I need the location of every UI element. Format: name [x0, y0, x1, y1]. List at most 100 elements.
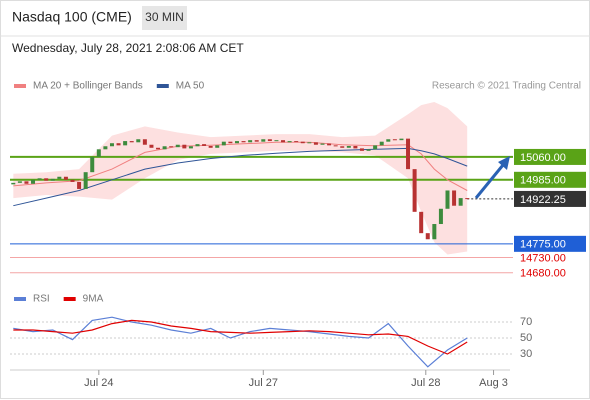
candle — [412, 169, 417, 212]
candle — [123, 141, 128, 146]
candle — [313, 142, 318, 145]
candle — [346, 145, 351, 148]
ma-line — [13, 147, 468, 207]
candle — [452, 190, 457, 206]
candle — [274, 140, 279, 142]
candle — [77, 181, 82, 189]
candle — [294, 141, 299, 143]
candle — [359, 148, 364, 151]
candle — [31, 179, 36, 184]
candle — [353, 145, 358, 149]
candle — [254, 140, 259, 142]
bollinger-band — [13, 102, 468, 255]
candle — [281, 140, 286, 143]
legend-label: 9MA — [83, 294, 104, 305]
candle — [379, 141, 384, 146]
candle — [24, 181, 29, 184]
x-tick-label: Jul 28 — [411, 377, 440, 389]
candle — [70, 179, 75, 182]
legend-label: MA 50 — [176, 81, 205, 92]
candle — [103, 146, 108, 150]
candle — [438, 208, 443, 225]
candle — [57, 176, 62, 179]
candle — [406, 138, 411, 170]
candle — [142, 139, 147, 145]
legend-swatch — [14, 84, 26, 88]
legend-swatch — [156, 84, 169, 88]
candle — [90, 156, 95, 173]
candle — [109, 143, 114, 147]
candle — [116, 143, 121, 146]
candle — [83, 172, 88, 189]
level-label: 14985.00 — [520, 175, 566, 187]
level-label: 15060.00 — [520, 152, 566, 164]
level-label: 14922.25 — [520, 194, 566, 206]
level-box — [514, 235, 586, 252]
candle — [241, 141, 246, 143]
y-tick-label: 30 — [520, 348, 532, 360]
candle — [215, 145, 220, 148]
candle — [156, 147, 161, 150]
candle — [267, 139, 272, 142]
timeframe-label: 30 MIN — [145, 10, 184, 24]
ma-line — [13, 141, 468, 191]
date-label: Wednesday, July 28, 2021 2:08:06 AM CET — [12, 41, 244, 55]
candle — [11, 182, 16, 185]
y-tick-label: 70 — [520, 316, 532, 328]
candle — [63, 176, 68, 180]
candle — [169, 146, 174, 148]
candle — [366, 149, 371, 151]
trend-arrow — [474, 164, 505, 199]
legend-label: RSI — [33, 294, 50, 305]
candle — [465, 198, 470, 200]
candle — [221, 141, 226, 146]
candle — [373, 145, 378, 150]
x-tick-label: Jul 24 — [84, 377, 113, 389]
legend-swatch — [14, 297, 26, 301]
candle — [162, 146, 167, 150]
level-box — [514, 190, 586, 207]
rsi-line — [13, 319, 468, 355]
candle — [44, 178, 49, 181]
candle — [419, 211, 424, 234]
candle — [300, 141, 305, 144]
candle — [50, 178, 55, 181]
candle — [234, 141, 239, 144]
candle — [432, 224, 437, 240]
candle — [333, 145, 338, 147]
candle — [458, 198, 463, 206]
y-tick-label: 50 — [520, 332, 532, 344]
candle — [445, 190, 450, 209]
instrument-title: Nasdaq 100 (CME) — [12, 9, 132, 25]
candle — [202, 144, 207, 146]
candle — [261, 139, 266, 142]
candle — [327, 143, 332, 146]
candle — [248, 140, 253, 143]
x-tick-label: Jul 27 — [249, 377, 278, 389]
credit: Research © 2021 Trading Central — [432, 81, 581, 92]
candle — [208, 145, 213, 148]
level-label: 14730.00 — [520, 252, 566, 264]
candle — [307, 142, 312, 144]
candle — [195, 144, 200, 147]
rsi-line — [13, 316, 468, 368]
trend-arrow-head — [498, 156, 510, 170]
level-label: 14680.00 — [520, 268, 566, 280]
candle — [340, 146, 345, 148]
candle — [182, 144, 187, 149]
candle — [392, 139, 397, 141]
legend-swatch — [63, 297, 76, 301]
level-box — [514, 148, 586, 165]
level-box — [514, 171, 586, 188]
legend-label: MA 20 + Bollinger Bands — [33, 81, 143, 92]
timeframe-button[interactable] — [142, 6, 187, 30]
candle — [17, 181, 22, 183]
candle — [320, 143, 325, 145]
x-tick-label: Aug 3 — [479, 377, 508, 389]
candle — [228, 141, 233, 144]
candle — [425, 233, 430, 240]
candle — [175, 144, 180, 148]
candle — [149, 144, 154, 148]
